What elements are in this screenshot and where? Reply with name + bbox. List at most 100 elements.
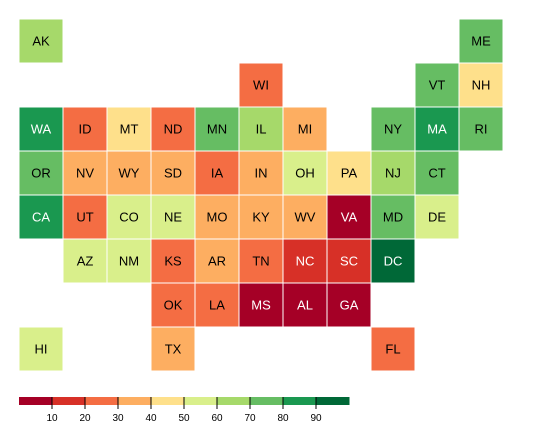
state-tile-rect[interactable] — [238, 282, 284, 328]
state-tile-rect[interactable] — [238, 150, 284, 196]
state-tile-nv[interactable]: NV — [62, 150, 108, 196]
state-tile-fl[interactable]: FL — [370, 326, 416, 372]
state-tile-label: NC — [296, 254, 315, 269]
state-tile-rect[interactable] — [62, 238, 108, 284]
state-tile-me[interactable]: ME — [458, 18, 504, 64]
legend-swatch — [19, 397, 53, 405]
state-tile-wi[interactable]: WI — [238, 62, 284, 108]
state-tile-mt[interactable]: MT — [106, 106, 152, 152]
state-tile-ms[interactable]: MS — [238, 282, 284, 328]
state-tile-rect[interactable] — [106, 194, 152, 240]
state-tile-mi[interactable]: MI — [282, 106, 328, 152]
state-tile-rect[interactable] — [18, 150, 64, 196]
state-tile-wa[interactable]: WA — [18, 106, 64, 152]
state-tile-ok[interactable]: OK — [150, 282, 196, 328]
state-tile-oh[interactable]: OH — [282, 150, 328, 196]
state-tile-rect[interactable] — [282, 106, 328, 152]
state-tile-rect[interactable] — [106, 106, 152, 152]
state-tile-label: MO — [207, 210, 228, 225]
state-tile-ga[interactable]: GA — [326, 282, 372, 328]
state-tile-rect[interactable] — [150, 194, 196, 240]
state-tile-nj[interactable]: NJ — [370, 150, 416, 196]
state-tile-rect[interactable] — [414, 106, 460, 152]
state-tile-ak[interactable]: AK — [18, 18, 64, 64]
state-tile-pa[interactable]: PA — [326, 150, 372, 196]
state-tile-al[interactable]: AL — [282, 282, 328, 328]
state-tile-ca[interactable]: CA — [18, 194, 64, 240]
state-tile-tn[interactable]: TN — [238, 238, 284, 284]
state-tile-rect[interactable] — [282, 150, 328, 196]
state-tile-nh[interactable]: NH — [458, 62, 504, 108]
state-tile-ia[interactable]: IA — [194, 150, 240, 196]
state-tile-label: FL — [385, 342, 400, 357]
state-tile-rect[interactable] — [370, 326, 416, 372]
state-tile-vt[interactable]: VT — [414, 62, 460, 108]
legend-swatch — [283, 397, 317, 405]
state-tile-rect[interactable] — [18, 18, 64, 64]
state-tile-rect[interactable] — [18, 106, 64, 152]
state-tile-rect[interactable] — [106, 238, 152, 284]
state-tile-rect[interactable] — [194, 282, 240, 328]
state-tile-in[interactable]: IN — [238, 150, 284, 196]
state-tile-hi[interactable]: HI — [18, 326, 64, 372]
state-tile-rect[interactable] — [370, 238, 416, 284]
state-tile-il[interactable]: IL — [238, 106, 284, 152]
state-tile-la[interactable]: LA — [194, 282, 240, 328]
state-tile-nc[interactable]: NC — [282, 238, 328, 284]
state-tile-label: MD — [383, 210, 403, 225]
state-tile-rect[interactable] — [326, 282, 372, 328]
state-tile-rect[interactable] — [18, 326, 64, 372]
state-tile-va[interactable]: VA — [326, 194, 372, 240]
state-tile-rect[interactable] — [106, 150, 152, 196]
state-tile-rect[interactable] — [62, 194, 108, 240]
legend-tick-label: 10 — [46, 413, 58, 424]
state-tile-rect[interactable] — [458, 106, 504, 152]
state-tile-ma[interactable]: MA — [414, 106, 460, 152]
legend-swatch — [85, 397, 119, 405]
state-tile-mo[interactable]: MO — [194, 194, 240, 240]
state-tile-rect[interactable] — [194, 238, 240, 284]
state-tile-md[interactable]: MD — [370, 194, 416, 240]
state-tile-rect[interactable] — [458, 18, 504, 64]
state-tile-dc[interactable]: DC — [370, 238, 416, 284]
state-tile-rect[interactable] — [326, 238, 372, 284]
state-tile-rect[interactable] — [194, 150, 240, 196]
state-tile-rect[interactable] — [194, 106, 240, 152]
state-tile-de[interactable]: DE — [414, 194, 460, 240]
state-tile-sc[interactable]: SC — [326, 238, 372, 284]
state-tile-label: SC — [340, 254, 358, 269]
state-tile-rect[interactable] — [414, 194, 460, 240]
legend-tick-label: 60 — [211, 413, 223, 424]
state-tile-rect[interactable] — [282, 282, 328, 328]
state-tile-rect[interactable] — [150, 326, 196, 372]
state-tile-ut[interactable]: UT — [62, 194, 108, 240]
state-tile-ks[interactable]: KS — [150, 238, 196, 284]
state-tile-label: WY — [119, 166, 140, 181]
state-tile-rect[interactable] — [150, 150, 196, 196]
state-tile-ar[interactable]: AR — [194, 238, 240, 284]
state-tile-nm[interactable]: NM — [106, 238, 152, 284]
state-tile-rect[interactable] — [326, 150, 372, 196]
state-tile-nd[interactable]: ND — [150, 106, 196, 152]
state-tile-label: VT — [429, 78, 446, 93]
state-tile-az[interactable]: AZ — [62, 238, 108, 284]
state-tile-wv[interactable]: WV — [282, 194, 328, 240]
state-tile-ky[interactable]: KY — [238, 194, 284, 240]
state-tile-ri[interactable]: RI — [458, 106, 504, 152]
state-tile-ct[interactable]: CT — [414, 150, 460, 196]
state-tile-co[interactable]: CO — [106, 194, 152, 240]
legend-tick-label: 30 — [112, 413, 124, 424]
state-tile-label: IL — [256, 122, 267, 137]
state-tile-id[interactable]: ID — [62, 106, 108, 152]
state-tile-tx[interactable]: TX — [150, 326, 196, 372]
state-tile-mn[interactable]: MN — [194, 106, 240, 152]
state-tile-ne[interactable]: NE — [150, 194, 196, 240]
state-tile-rect[interactable] — [62, 150, 108, 196]
state-tile-label: CT — [428, 166, 445, 181]
state-tile-ny[interactable]: NY — [370, 106, 416, 152]
state-tile-rect[interactable] — [238, 194, 284, 240]
state-tile-sd[interactable]: SD — [150, 150, 196, 196]
state-tile-or[interactable]: OR — [18, 150, 64, 196]
state-tile-rect[interactable] — [238, 238, 284, 284]
state-tile-wy[interactable]: WY — [106, 150, 152, 196]
